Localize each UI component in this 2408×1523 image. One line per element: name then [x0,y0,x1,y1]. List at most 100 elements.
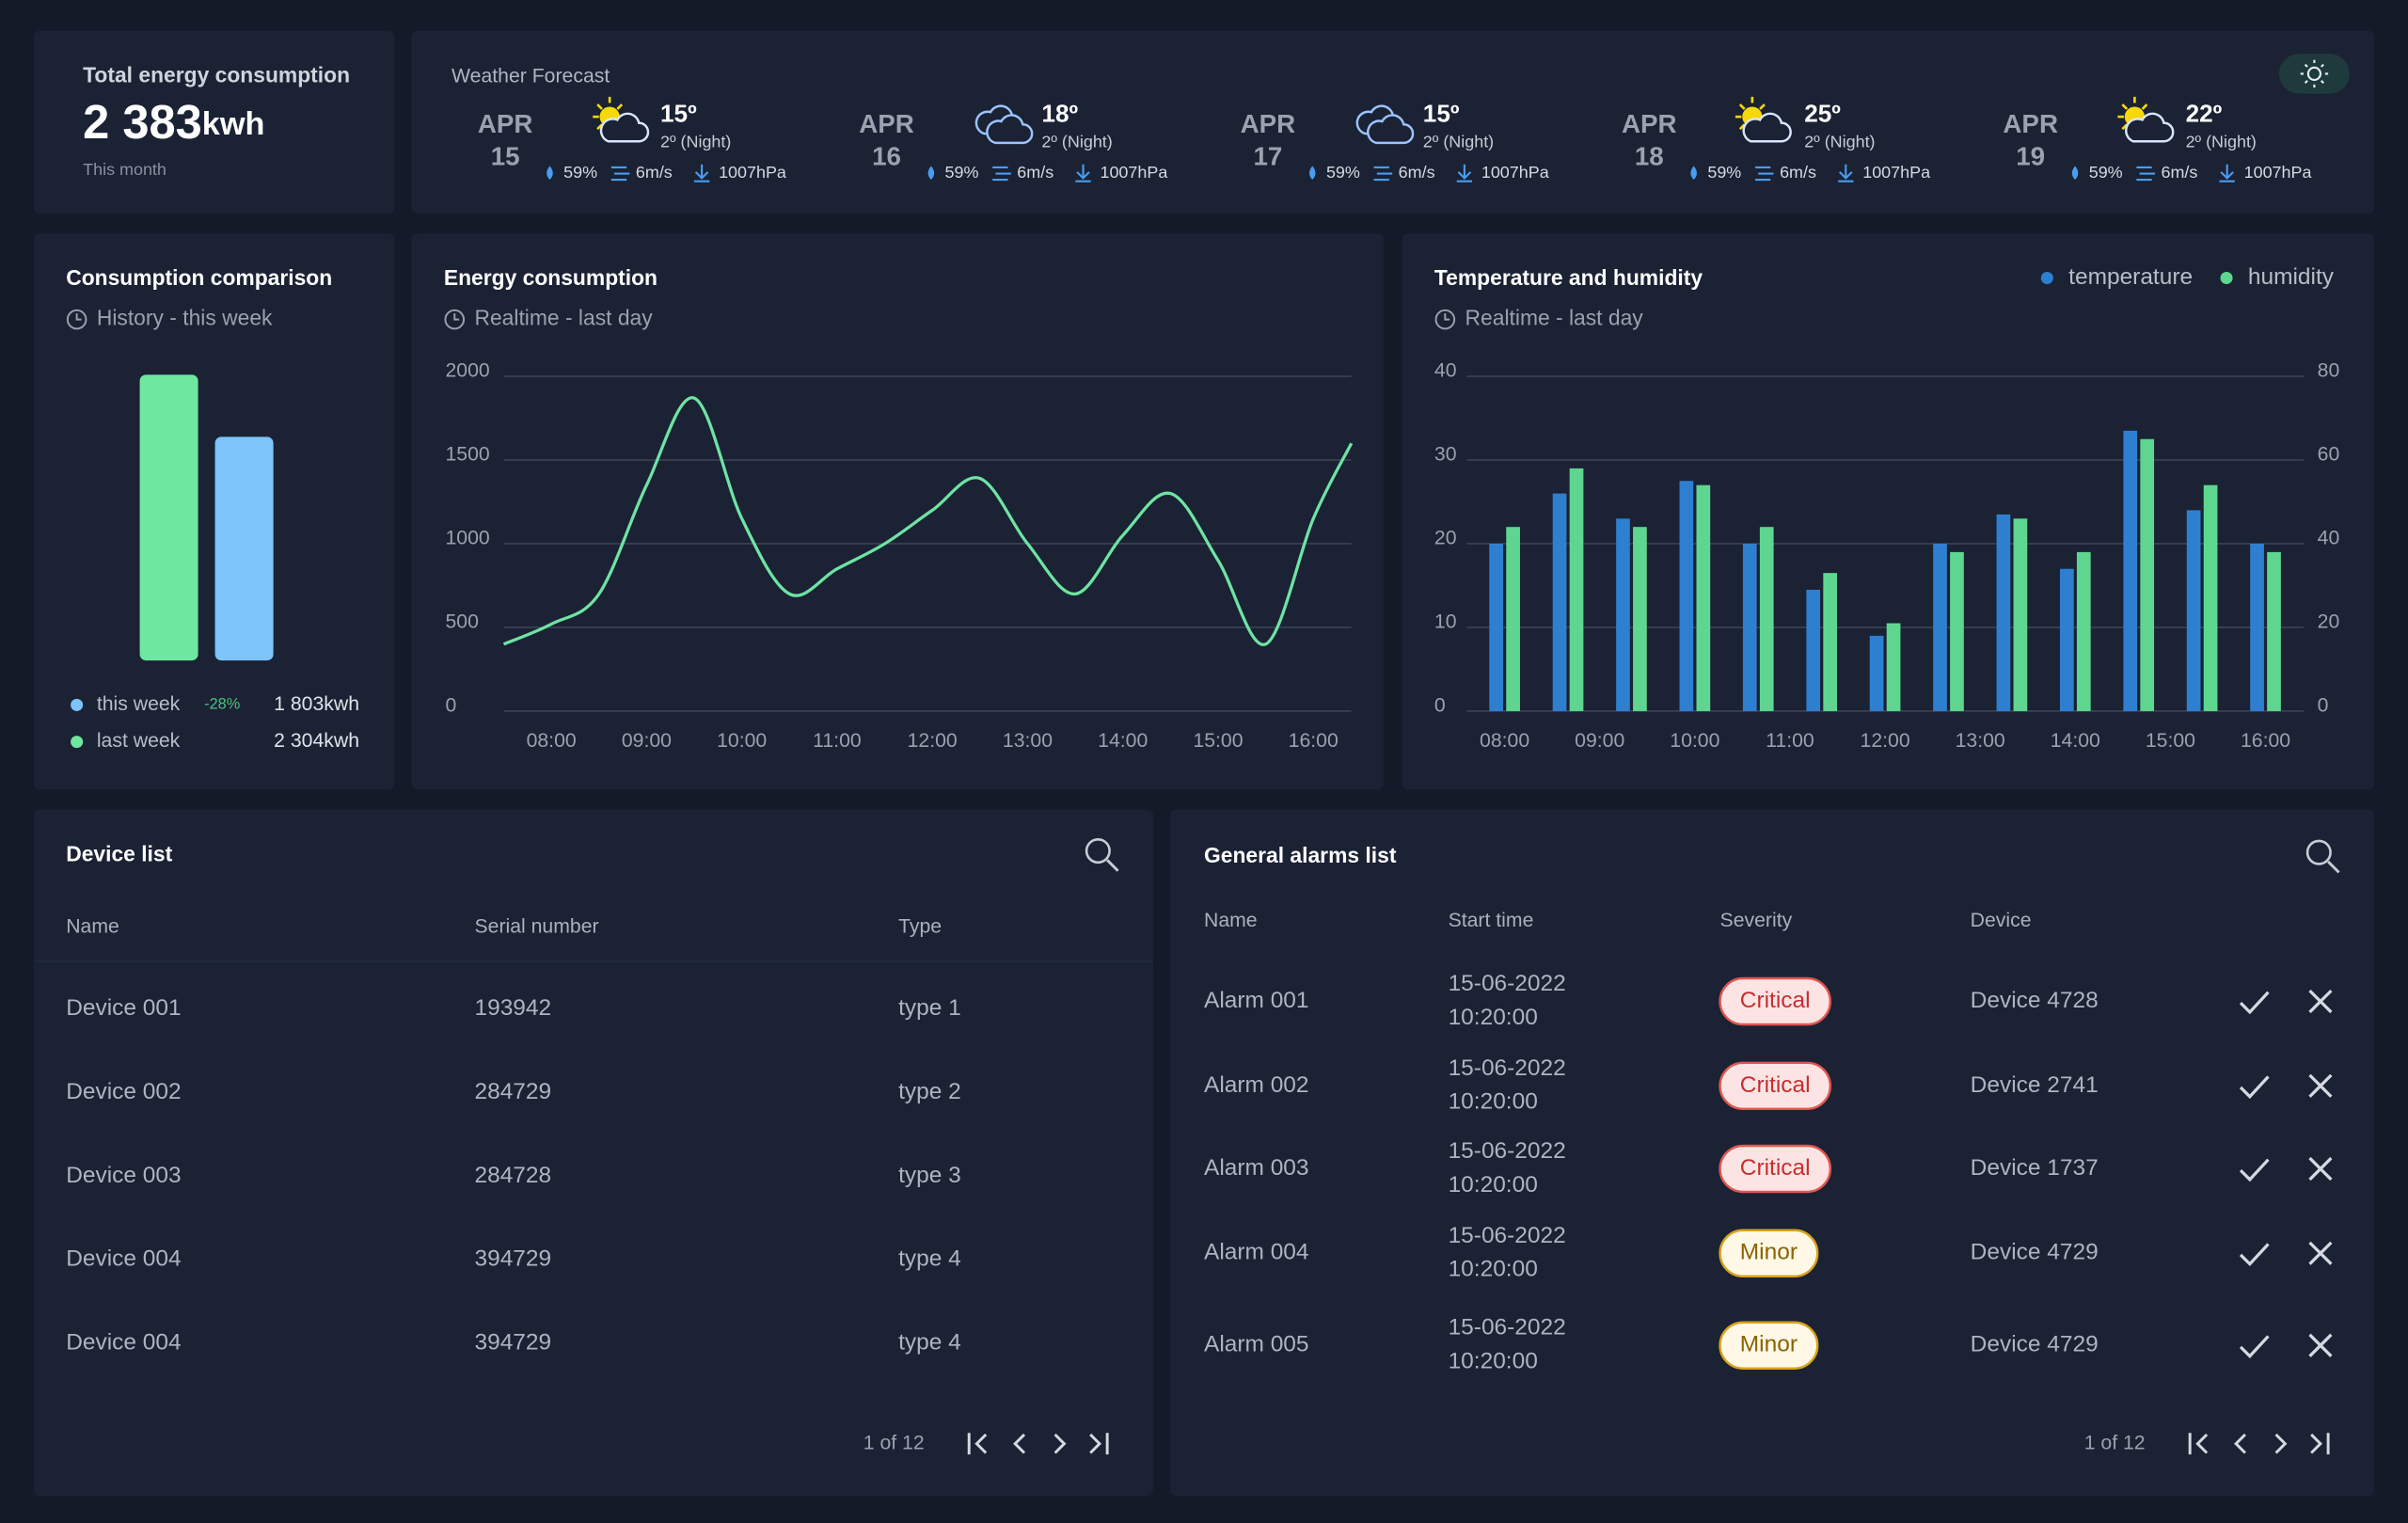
severity-badge [1719,1229,1819,1277]
acknowledge-button[interactable] [2239,1335,2270,1359]
bar [1806,589,1821,711]
dismiss-button[interactable] [2308,1156,2333,1182]
clock-icon [1434,309,1456,330]
severity-badge [1719,1061,1832,1111]
alarm-device: Device 2741 [1971,1072,2099,1098]
wind-icon [992,166,1011,182]
prev-page[interactable] [1013,1433,1026,1454]
search-icon[interactable] [1085,837,1111,865]
acknowledge-button[interactable] [2239,1243,2270,1267]
dismiss-button[interactable] [2308,1073,2333,1098]
bar [139,374,198,661]
energy-period: This month [83,160,166,179]
x-tick-label: 13:00 [1003,730,1053,752]
severity-label: Critical [1740,1155,1811,1181]
alarm-device: Device 4729 [1971,1332,2099,1357]
table-cell: Device 002 [66,1079,181,1104]
alarm-time: 10:20:00 [1449,1349,1538,1374]
alarm-name: Alarm 004 [1204,1240,1309,1265]
search-icon[interactable] [2305,839,2332,865]
prev-page[interactable] [2234,1433,2246,1454]
alarm-device: Device 4729 [1971,1240,2099,1265]
y-tick-label: 0 [1434,695,1446,717]
day-humidity: 59% [563,163,597,182]
acknowledge-button[interactable] [2239,1158,2270,1182]
day-pressure: 1007hPa [719,163,786,182]
day-night: 2º (Night) [2186,133,2257,151]
wind-icon [2136,166,2155,182]
comparison-card [33,233,395,790]
day-date: 15 [491,142,520,171]
dismiss-button[interactable] [2308,989,2333,1014]
clock-hands [75,313,82,321]
clock-icon [66,309,87,330]
change-label: -28% [204,696,240,713]
energy-unit: kwh [202,106,265,142]
bar [1489,543,1503,711]
humidity-icon [1309,166,1316,181]
table-cell: 284728 [474,1163,551,1188]
day-month: APR [1241,109,1296,138]
bar [2140,438,2155,711]
day-temp: 15º [660,99,697,127]
humidity-icon [1690,166,1697,181]
acknowledge-button[interactable] [2239,991,2270,1015]
chart-subtitle: Realtime - last day [474,306,653,330]
column-header: Serial number [474,916,598,938]
alarm-date: 15-06-2022 [1449,1315,1566,1341]
alarm-time: 10:20:00 [1449,1005,1538,1030]
day-date: 19 [2016,142,2045,171]
day-date: 17 [1253,142,1282,171]
day-pressure: 1007hPa [1862,163,1930,182]
clock-hands [453,313,460,321]
pressure-icon [1838,164,1854,182]
x-tick-label: 14:00 [1098,730,1148,752]
wind-icon [1373,166,1393,182]
legend-label: this week [97,693,181,715]
day-date: 16 [872,142,901,171]
table-cell: Device 003 [66,1163,181,1188]
day-date: 18 [1635,142,1664,171]
clock-icon [444,309,466,330]
weather-title: Weather Forecast [452,65,610,87]
legend-value: 2 304kwh [274,730,359,752]
alarm-name: Alarm 001 [1204,988,1309,1013]
humidity-icon [927,166,935,181]
table-cell: 193942 [474,995,551,1021]
table-cell: Device 004 [66,1246,181,1272]
theme-toggle[interactable] [2278,54,2350,94]
first-page[interactable] [2188,1433,2209,1455]
dismiss-button[interactable] [2308,1241,2333,1265]
y2-tick-label: 40 [2318,528,2340,549]
last-page[interactable] [1089,1433,1109,1455]
legend-dot [2040,272,2053,285]
x-tick-label: 16:00 [2241,730,2290,752]
x-tick-label: 16:00 [1289,730,1339,752]
day-temp: 22º [2186,99,2223,127]
bar [2013,518,2028,711]
severity-badge [1719,1144,1832,1194]
table-cell: type 2 [898,1079,961,1104]
chart-title: Consumption comparison [66,265,332,290]
acknowledge-button[interactable] [2239,1075,2270,1100]
day-temp: 15º [1423,99,1460,127]
bar [1569,468,1584,711]
bar [1759,527,1774,711]
pressure-icon [1075,164,1091,182]
dismiss-button[interactable] [2308,1333,2333,1357]
severity-label: Critical [1740,988,1811,1013]
last-page[interactable] [2310,1433,2330,1455]
y-tick-label: 500 [445,611,478,633]
bar [1552,493,1567,711]
bar [2186,510,2201,711]
next-page[interactable] [1054,1433,1067,1454]
x-tick-label: 11:00 [813,730,862,752]
alarm-time: 10:20:00 [1449,1172,1538,1198]
first-page[interactable] [967,1433,988,1455]
table-cell: 284729 [474,1079,551,1104]
y2-tick-label: 60 [2318,444,2340,466]
table-cell: 394729 [474,1246,551,1272]
bar [1950,551,1964,711]
next-page[interactable] [2274,1433,2288,1454]
column-header: Type [898,916,942,938]
